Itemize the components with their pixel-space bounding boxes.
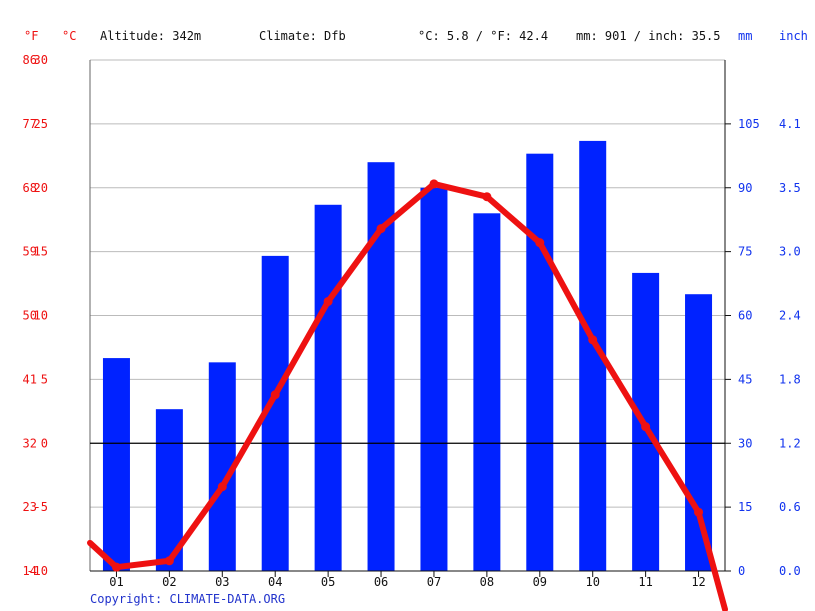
axes	[89, 60, 731, 577]
temperature-point	[482, 192, 492, 202]
precipitation-bar	[314, 204, 342, 572]
mm-tick-label: 45	[738, 372, 752, 386]
temperature-point	[323, 296, 333, 306]
fahrenheit-unit-label: °F	[24, 29, 38, 43]
month-tick-label: 07	[427, 575, 441, 589]
celsius-tick-label: -10	[26, 564, 48, 578]
celsius-unit-label: °C	[62, 29, 76, 43]
celsius-tick-label: 5	[41, 372, 48, 386]
mm-tick-label: 105	[738, 117, 760, 131]
temperature-point	[270, 390, 280, 400]
fahrenheit-tick-label: 23	[23, 500, 37, 514]
month-tick-label: 12	[691, 575, 705, 589]
inch-tick-label: 1.2	[779, 436, 801, 450]
temperature-point	[111, 562, 121, 572]
month-tick-label: 03	[215, 575, 229, 589]
celsius-tick-label: 10	[34, 309, 48, 323]
temperature-point	[376, 224, 386, 234]
month-tick-label: 06	[374, 575, 388, 589]
month-tick-label: 02	[162, 575, 176, 589]
temperature-point	[535, 238, 545, 248]
temperature-polyline	[87, 180, 728, 611]
inch-tick-label: 0.0	[779, 564, 801, 578]
celsius-tick-label: -5	[34, 500, 48, 514]
fahrenheit-tick-label: 50	[23, 309, 37, 323]
precipitation-bar	[685, 294, 713, 571]
inch-unit-label: inch	[779, 29, 808, 43]
mm-tick-label: 30	[738, 436, 752, 450]
temperature-point	[164, 556, 174, 566]
mm-tick-label: 0	[738, 564, 745, 578]
inch-tick-label: 1.8	[779, 372, 801, 386]
temperature-point	[217, 482, 227, 492]
climate-label: Climate: Dfb	[259, 29, 346, 43]
fahrenheit-tick-label: 14	[23, 564, 37, 578]
celsius-tick-label: 15	[34, 245, 48, 259]
celsius-tick-label: 30	[34, 53, 48, 67]
fahrenheit-tick-label: 68	[23, 181, 37, 195]
fahrenheit-tick-label: 59	[23, 245, 37, 259]
celsius-tick-label: 0	[41, 436, 48, 450]
mm-tick-label: 75	[738, 245, 752, 259]
month-tick-label: 08	[480, 575, 494, 589]
fahrenheit-tick-label: 32	[23, 436, 37, 450]
temperature-point	[641, 422, 651, 432]
month-tick-label: 09	[533, 575, 547, 589]
precipitation-bars	[102, 140, 713, 572]
celsius-tick-label: 25	[34, 117, 48, 131]
precipitation-bar	[473, 213, 501, 572]
month-tick-label: 11	[638, 575, 652, 589]
precipitation-total-label: mm: 901 / inch: 35.5	[576, 29, 721, 43]
temperature-point	[429, 179, 439, 189]
fahrenheit-tick-label: 41	[23, 372, 37, 386]
inch-tick-label: 4.1	[779, 117, 801, 131]
grid	[90, 59, 725, 508]
inch-tick-label: 3.0	[779, 245, 801, 259]
mm-tick-label: 90	[738, 181, 752, 195]
month-tick-label: 04	[268, 575, 282, 589]
month-tick-label: 01	[109, 575, 123, 589]
month-tick-label: 05	[321, 575, 335, 589]
inch-tick-label: 3.5	[779, 181, 801, 195]
mm-unit-label: mm	[738, 29, 752, 43]
celsius-tick-label: 20	[34, 181, 48, 195]
precipitation-bar	[102, 358, 130, 571]
temperature-point	[588, 335, 598, 345]
temperature-point	[694, 507, 704, 517]
mm-tick-label: 60	[738, 309, 752, 323]
copyright-link[interactable]: Copyright: CLIMATE-DATA.ORG	[90, 592, 285, 606]
inch-tick-label: 2.4	[779, 309, 801, 323]
altitude-label: Altitude: 342m	[100, 29, 201, 43]
precipitation-bar	[420, 187, 448, 571]
month-tick-label: 10	[585, 575, 599, 589]
average-temperature-label: °C: 5.8 / °F: 42.4	[418, 29, 548, 43]
mm-tick-label: 15	[738, 500, 752, 514]
precipitation-bar	[526, 153, 554, 571]
inch-tick-label: 0.6	[779, 500, 801, 514]
fahrenheit-tick-label: 77	[23, 117, 37, 131]
temperature-line	[87, 179, 728, 611]
fahrenheit-tick-label: 86	[23, 53, 37, 67]
